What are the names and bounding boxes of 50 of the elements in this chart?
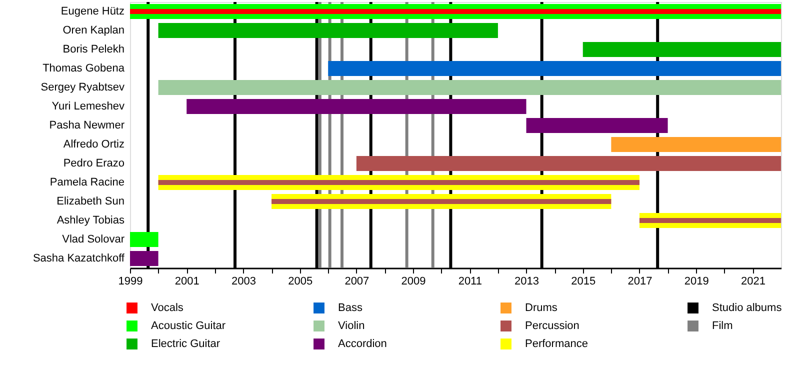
y-tick-label: Yuri Lemeshev [52,100,125,112]
legend-label: Studio albums [712,302,782,314]
y-tick-label: Thomas Gobena [42,62,126,74]
x-tick-label: 2019 [684,276,709,288]
x-tick-label: 2021 [740,276,766,288]
y-tick-label: Vlad Solovar [62,234,125,246]
legend-label: Acoustic Guitar [151,320,226,332]
bar [130,232,158,247]
x-tick-label: 2005 [288,276,313,288]
bar [272,199,612,204]
bar [611,137,781,152]
y-tick-label: Boris Pelekh [62,44,124,56]
x-tick-label: 2013 [514,276,540,288]
x-tick-label: 2017 [628,276,652,288]
y-tick-label: Pasha Newmer [49,120,125,132]
y-tick-label: Elizabeth Sun [56,196,124,208]
legend-label: Accordion [338,338,387,350]
y-tick-label: Alfredo Ortiz [63,138,124,150]
x-tick-label: 2001 [174,276,200,288]
y-tick-label: Sasha Kazatchkoff [32,252,126,264]
bar [639,218,781,223]
bar [158,23,498,38]
legend-label: Bass [338,302,363,314]
legend-label: Drums [525,302,558,314]
legend-label: Violin [338,320,365,332]
x-tick-label: 2003 [231,276,256,288]
bar [328,61,781,76]
bar [186,99,526,114]
legend-label: Film [712,320,733,332]
y-tick-label: Eugene Hütz [60,6,124,18]
bar [130,251,158,266]
y-tick-label: Sergey Ryabtsev [40,82,125,94]
x-tick-label: 2015 [571,276,596,288]
bar [526,118,668,133]
y-tick-label: Oren Kaplan [62,24,124,36]
y-tick-label: Pamela Racine [50,176,124,188]
legend-label: Vocals [151,302,184,314]
x-tick-label: 1999 [118,276,143,288]
bar [158,180,640,185]
bar [158,80,781,95]
x-tick-label: 2009 [401,276,426,288]
x-tick-label: 2007 [344,276,370,288]
y-tick-label: Ashley Tobias [56,214,125,226]
legend-label: Percussion [525,320,580,332]
x-tick-label: 2011 [458,276,482,288]
bar [130,9,781,14]
legend-label: Electric Guitar [151,338,220,350]
legend-label: Performance [525,338,588,350]
bar [582,42,781,57]
y-tick-label: Pedro Erazo [63,158,124,170]
